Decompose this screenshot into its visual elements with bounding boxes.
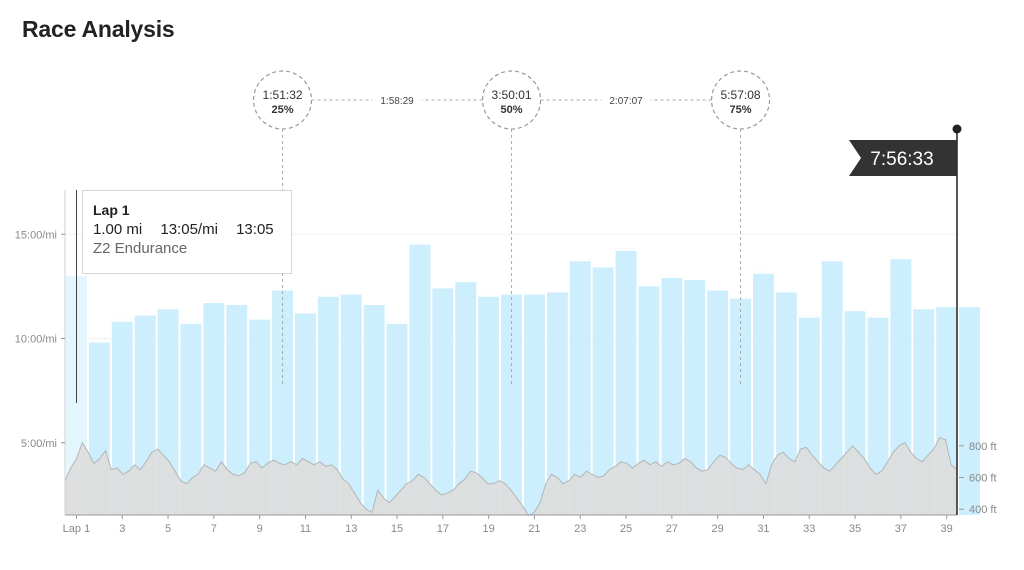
segment-duration: 1:58:29: [380, 96, 414, 107]
pace-bar[interactable]: [409, 242, 431, 515]
pace-bar[interactable]: [340, 292, 362, 515]
split-time: 1:51:32: [263, 88, 303, 102]
pace-bar[interactable]: [959, 305, 980, 515]
x-tick-label: 21: [528, 523, 540, 535]
finish-marker: 7:56:33: [849, 124, 962, 515]
pace-bar[interactable]: [638, 284, 660, 515]
elevation-tick-label: 800 ft: [969, 441, 997, 453]
tooltip-zone: Z2 Endurance: [93, 240, 188, 257]
x-tick-label: 15: [391, 523, 403, 535]
tooltip-time: 13:05: [236, 221, 274, 238]
split-percent: 75%: [730, 104, 752, 116]
x-tick-label: Lap 1: [63, 523, 91, 535]
x-tick-label: 39: [941, 523, 953, 535]
elevation-profile: [64, 437, 958, 517]
x-tick-label: 17: [437, 523, 449, 535]
page-title: Race Analysis: [22, 16, 175, 42]
tooltip-pace: 13:05/mi: [160, 221, 218, 238]
pace-bar[interactable]: [684, 278, 706, 515]
split-time: 3:50:01: [492, 88, 532, 102]
pace-bar[interactable]: [317, 294, 339, 515]
tooltip-lap-title: Lap 1: [93, 202, 130, 218]
pace-bar[interactable]: [272, 288, 293, 515]
pace-bar[interactable]: [867, 315, 889, 515]
pace-bar[interactable]: [615, 248, 637, 515]
pace-bar[interactable]: [455, 280, 477, 515]
split-markers: 1:51:32 25% 3:50:01 50% 5:57:08 75% 1:58:29 2:0…: [252, 70, 771, 387]
pace-bar[interactable]: [478, 294, 500, 515]
pace-bar[interactable]: [821, 259, 843, 515]
x-tick-label: 35: [849, 523, 861, 535]
lap-tooltip: Lap 1 1.00 mi 13:05/mi 13:05 Z2 Enduranc…: [82, 190, 292, 274]
y-tick-label: 10:00/mi: [15, 334, 57, 346]
x-tick-label: 9: [257, 523, 263, 535]
x-tick-label: 23: [574, 523, 586, 535]
segment-label-bg: [372, 93, 422, 107]
pace-bar[interactable]: [661, 275, 683, 515]
elevation-line: [64, 437, 958, 517]
pace-bar[interactable]: [592, 265, 614, 515]
x-tick-label: 31: [757, 523, 769, 535]
pace-bar[interactable]: [226, 303, 248, 515]
tooltip-stats: 1.00 mi 13:05/mi 13:05: [93, 221, 281, 238]
elevation-tick-label: 400 ft: [969, 504, 997, 516]
pace-bar[interactable]: [753, 271, 774, 515]
finish-pole-cap: [952, 124, 962, 134]
pace-bar[interactable]: [524, 292, 545, 515]
x-tick-label: 27: [666, 523, 678, 535]
elevation-tick-label: 600 ft: [969, 473, 997, 485]
x-tick-label: 3: [119, 523, 125, 535]
segment-duration: 2:07:07: [609, 96, 643, 107]
x-tick-label: 33: [803, 523, 815, 535]
pace-bar[interactable]: [180, 321, 202, 515]
finish-time: 7:56:33: [870, 149, 933, 170]
pace-bar[interactable]: [501, 292, 522, 515]
x-tick-label: 13: [345, 523, 357, 535]
split-time: 5:57:08: [721, 88, 761, 102]
x-tick-label: 11: [300, 523, 311, 535]
split-marker-circle[interactable]: [710, 70, 771, 130]
x-tick-label: 29: [712, 523, 724, 535]
segment-label-bg: [601, 93, 651, 107]
y-tick-label: 5:00/mi: [21, 438, 57, 450]
pace-bar[interactable]: [111, 319, 133, 515]
pace-bar[interactable]: [203, 300, 225, 515]
split-percent: 50%: [501, 104, 523, 116]
x-tick-label: 5: [165, 523, 171, 535]
pace-bar[interactable]: [730, 296, 751, 515]
axes: Lap 1 3 5 7 9 11 13 15 17 19 21 23 25 27 29 31 33 35 37 395…: [15, 190, 997, 535]
finish-flag: [849, 140, 957, 176]
x-tick-label: 7: [211, 523, 217, 535]
y-tick-label: 15:00/mi: [15, 229, 57, 241]
pace-bar[interactable]: [569, 259, 591, 515]
split-percent: 25%: [272, 104, 294, 116]
x-tick-label: 19: [483, 523, 495, 535]
pace-bar[interactable]: [546, 290, 568, 515]
pace-bar[interactable]: [432, 286, 454, 515]
pace-bar[interactable]: [363, 303, 385, 515]
tooltip-distance: 1.00 mi: [93, 221, 143, 238]
x-tick-label: 25: [620, 523, 632, 535]
pace-bar[interactable]: [386, 321, 408, 515]
elevation-area: [65, 437, 957, 516]
selected-lap-indicator: [76, 190, 77, 403]
x-tick-label: 37: [895, 523, 907, 535]
